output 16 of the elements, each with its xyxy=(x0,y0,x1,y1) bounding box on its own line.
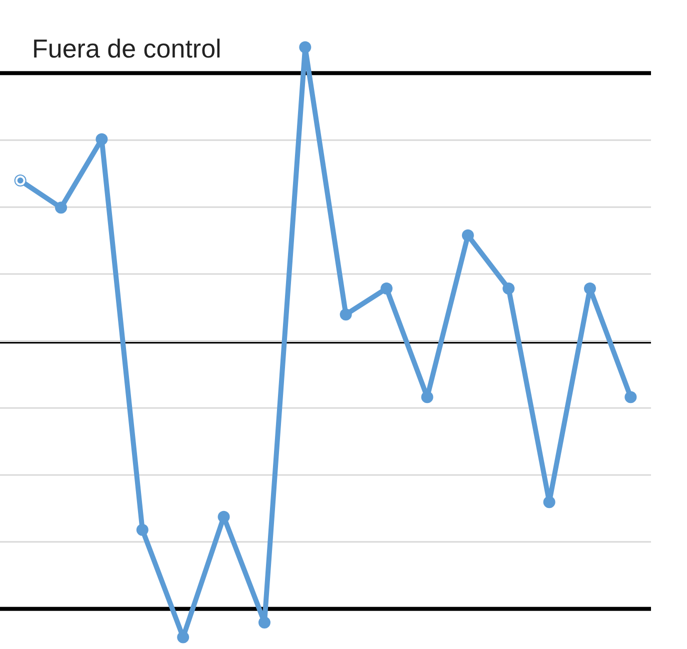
ref-line-label: Fuera de control xyxy=(32,34,222,64)
point xyxy=(258,616,270,628)
point xyxy=(421,391,434,404)
point xyxy=(177,631,190,644)
point xyxy=(462,229,474,242)
point xyxy=(136,524,148,536)
point xyxy=(624,391,637,404)
point xyxy=(299,41,312,54)
point xyxy=(584,282,596,295)
point xyxy=(340,308,352,320)
point xyxy=(218,510,230,523)
point xyxy=(96,133,108,146)
point xyxy=(502,282,515,295)
point xyxy=(380,282,393,295)
point xyxy=(543,496,556,508)
point xyxy=(55,202,68,214)
